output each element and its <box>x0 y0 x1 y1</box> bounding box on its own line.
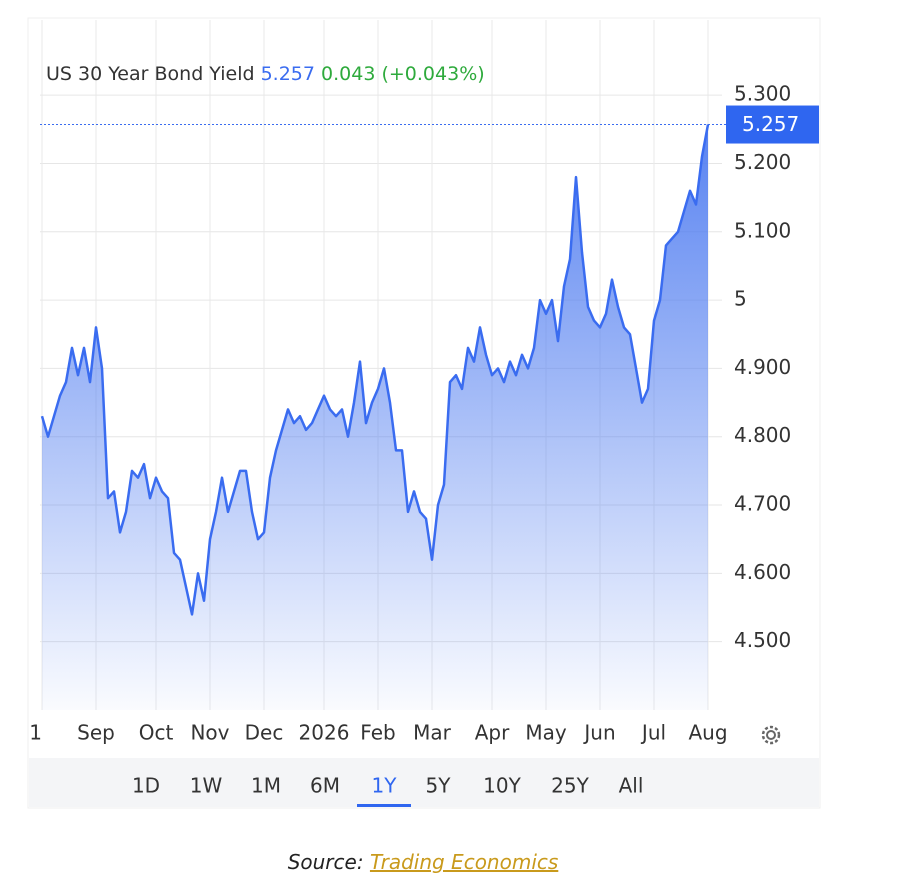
x-tick-label: Nov <box>190 721 229 745</box>
source-label: Source: <box>287 850 364 874</box>
x-tick-label: Jul <box>640 721 666 745</box>
y-tick-label: 4.600 <box>734 560 791 584</box>
range-button[interactable]: 5Y <box>426 774 452 798</box>
range-button[interactable]: 10Y <box>483 774 521 798</box>
x-tick-label: Feb <box>360 721 395 745</box>
y-tick-label: 4.800 <box>734 423 791 447</box>
settings-icon[interactable] <box>761 725 781 745</box>
title-text: US 30 Year Bond Yield <box>46 63 255 85</box>
last-value-label: 5.257 <box>742 112 799 136</box>
range-button[interactable]: 1M <box>251 774 281 798</box>
last-value-box <box>726 105 819 144</box>
range-button[interactable]: 1W <box>190 774 223 798</box>
x-tick-label: Mar <box>413 721 452 745</box>
y-tick-label: 4.500 <box>734 628 791 652</box>
title-change: 0.043 (+0.043%) <box>321 63 485 85</box>
range-button[interactable]: 6M <box>310 774 340 798</box>
line <box>40 124 710 616</box>
x-tick-label: Dec <box>245 721 284 745</box>
chart: 5.257 1 Sep Oct Nov Dec 2026 Feb Mar Apr May Jun Jul… <box>27 17 821 809</box>
chart-title: US 30 Year Bond Yield 5.257 0.043 (+0.04… <box>46 63 485 85</box>
range-button[interactable]: All <box>619 774 644 798</box>
range-bar <box>29 758 819 807</box>
title-last-value: 5.257 <box>261 63 315 85</box>
x-tick-label: Sep <box>77 721 115 745</box>
y-tick-label: 5 <box>734 287 747 311</box>
x-tick-label: Jun <box>582 721 615 745</box>
range-button[interactable]: 1Y <box>372 774 398 798</box>
y-tick-label: 4.700 <box>734 492 791 516</box>
x-tick-label: 1 <box>29 721 42 745</box>
y-tick-label: 4.900 <box>734 355 791 379</box>
x-tick-label: Oct <box>139 721 174 745</box>
source: Source: Trading Economics <box>0 850 846 874</box>
x-tick-label: 2026 <box>299 721 350 745</box>
y-tick-label: 5.200 <box>734 150 791 174</box>
range-button[interactable]: 1D <box>132 774 160 798</box>
y-tick-label: 5.100 <box>734 218 791 242</box>
x-tick-label: Apr <box>475 721 510 745</box>
x-tick-label: May <box>525 721 567 745</box>
source-link[interactable]: Trading Economics <box>369 850 559 874</box>
range-underline <box>357 804 411 807</box>
y-tick-label: 5.300 <box>734 82 791 106</box>
x-tick-label: Aug <box>688 721 727 745</box>
range-button[interactable]: 25Y <box>551 774 589 798</box>
